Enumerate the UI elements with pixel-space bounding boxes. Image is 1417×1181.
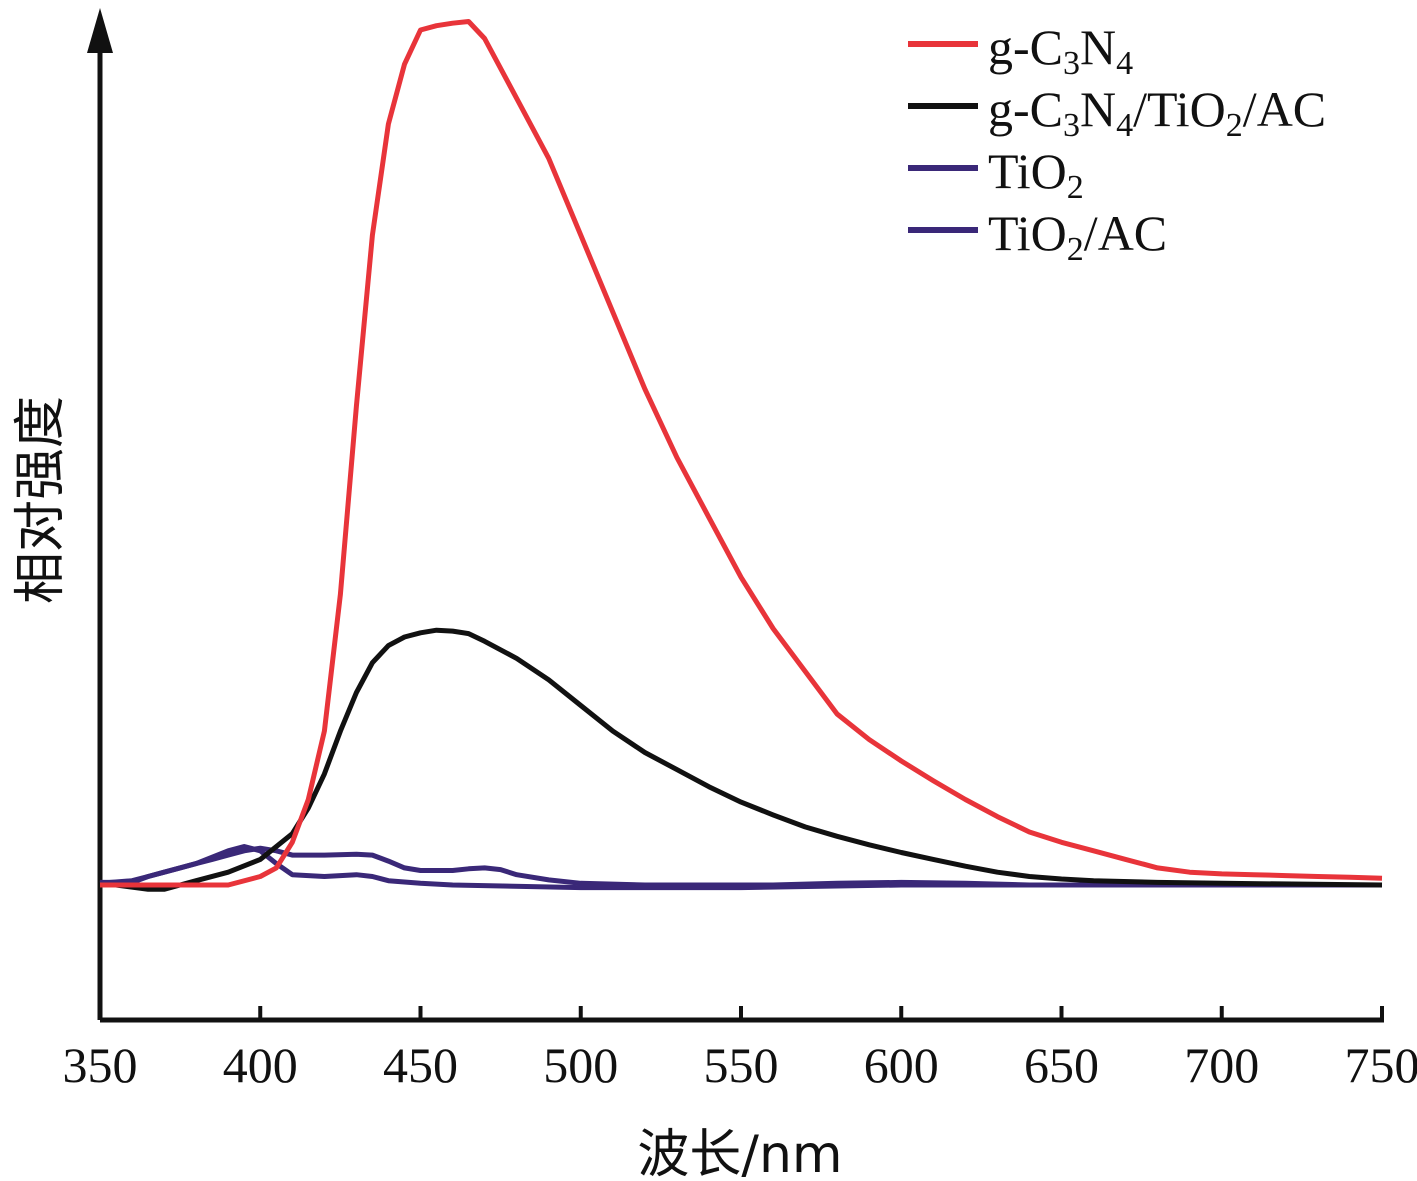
x-tick-label: 700 — [1184, 1037, 1259, 1093]
x-tick-label: 600 — [864, 1037, 939, 1093]
legend-label-3: TiO2/AC — [988, 205, 1167, 268]
legend-label-2: TiO2 — [988, 143, 1084, 206]
y-axis-arrow — [87, 8, 113, 53]
series-line-1 — [115, 627, 1383, 892]
x-tick-label: 500 — [543, 1037, 618, 1093]
x-ticks: 350 400 450 500 550 600 650 700 750 — [63, 1006, 1417, 1093]
x-tick-label: 650 — [1024, 1037, 1099, 1093]
series-line-3 — [99, 844, 1382, 891]
x-axis-title: 波长/nm — [637, 1125, 842, 1181]
series-line-2 — [100, 845, 1382, 888]
y-axis-title: 相对强度 — [11, 396, 71, 604]
legend-label-1: g-C3N4/TiO2/AC — [988, 81, 1326, 144]
series-line-0 — [100, 19, 1383, 888]
x-tick-label: 550 — [704, 1037, 779, 1093]
axes: 350 400 450 500 550 600 650 700 750 — [63, 8, 1417, 1093]
x-tick-label: 450 — [383, 1037, 458, 1093]
legend-label-0: g-C3N4 — [988, 19, 1133, 82]
x-tick-label: 350 — [63, 1037, 138, 1093]
x-tick-label: 750 — [1345, 1037, 1417, 1093]
series-layer — [99, 19, 1383, 892]
x-tick-label: 400 — [223, 1037, 298, 1093]
